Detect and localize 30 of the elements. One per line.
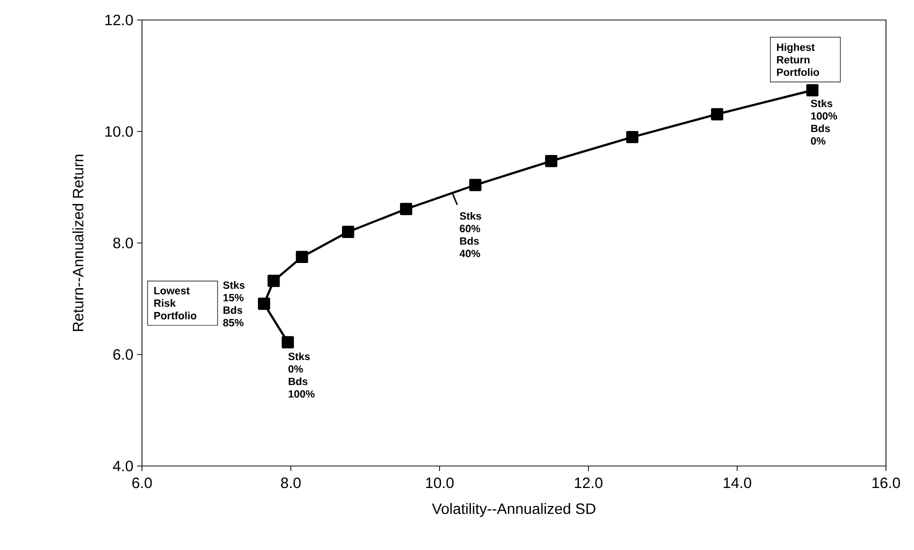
x-tick-label: 12.0	[574, 478, 602, 488]
x-tick-label: 16.0	[872, 478, 900, 488]
point	[400, 202, 412, 216]
annotation: Stks 0% Bds 100%	[288, 352, 315, 398]
y-tick-label: 8.0	[113, 238, 133, 248]
annotation: Stks 15% Bds 85%	[223, 281, 245, 326]
point	[626, 130, 638, 144]
y-axis-title: Return--Annualized Return	[72, 154, 84, 331]
annotation: Stks 60% Bds 40%	[460, 212, 482, 258]
x-tick-label: 14.0	[724, 478, 752, 488]
x-axis-title: Volatility--Annualized SD	[432, 503, 596, 517]
annotation: Stks 100% Bds 0%	[810, 99, 838, 145]
point	[282, 336, 294, 348]
annotation: Lowest Risk Portfolio	[154, 287, 196, 320]
point	[342, 226, 354, 238]
x-tick-label: 8.0	[281, 478, 301, 488]
y-tick-label: 6.0	[113, 349, 133, 360]
y-tick-label: 4.0	[112, 460, 133, 472]
annotation: Highest Return Portfolio	[777, 43, 820, 76]
point	[545, 154, 558, 168]
x-tick-label: 10.0	[426, 478, 454, 488]
y-tick-label: 12.0	[105, 14, 133, 26]
x-tick-label: 6.0	[132, 478, 152, 488]
point	[258, 298, 270, 310]
point	[711, 108, 724, 120]
y-tick-label: 10.0	[105, 126, 133, 137]
point	[469, 178, 482, 192]
point	[806, 84, 818, 96]
point	[296, 250, 308, 264]
point	[268, 274, 280, 288]
